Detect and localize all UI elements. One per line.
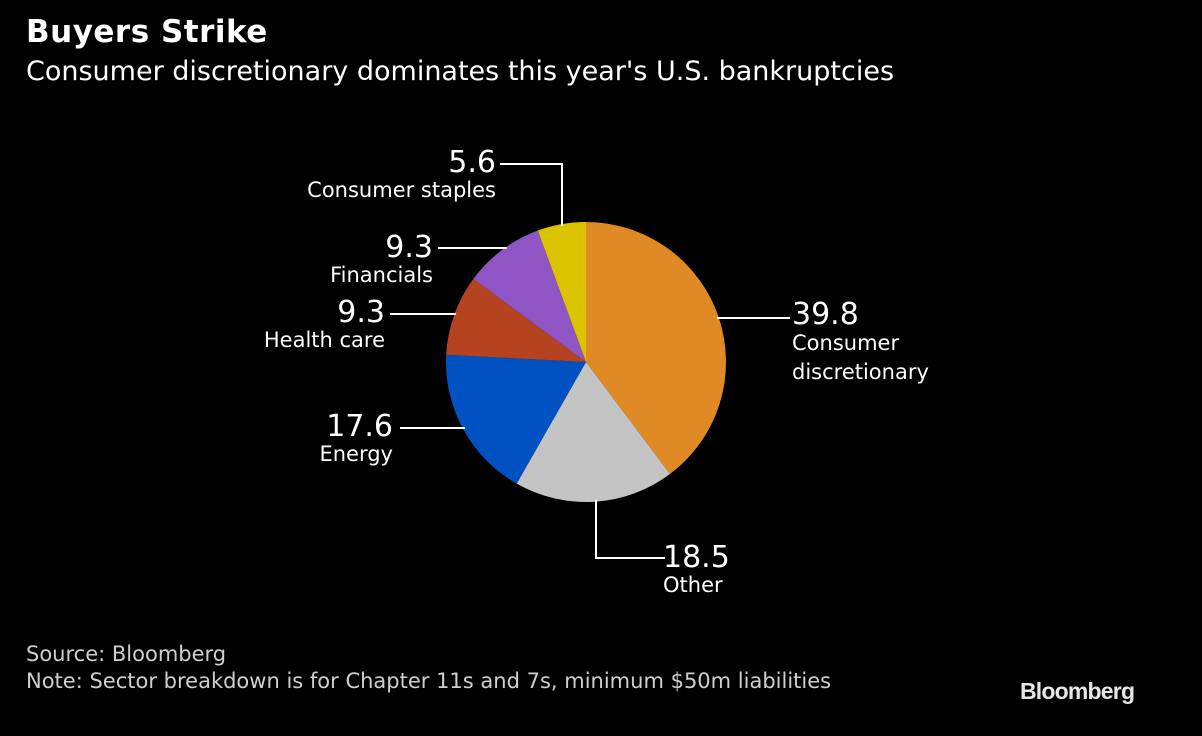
value-label-financials: 9.3 bbox=[385, 230, 433, 265]
category-label-energy: Energy bbox=[319, 442, 393, 466]
leader-line-other bbox=[595, 499, 665, 559]
category-label-health-care: Health care bbox=[264, 328, 385, 352]
leader-line-consumer-staples bbox=[500, 163, 563, 227]
value-label-consumer-staples: 5.6 bbox=[448, 145, 496, 180]
category-label-financials: Financials bbox=[330, 263, 433, 287]
category-label-consumer-discretionary: Consumer bbox=[792, 331, 899, 355]
category-label-consumer-staples: Consumer staples bbox=[307, 178, 496, 202]
chart-subtitle: Consumer discretionary dominates this ye… bbox=[26, 56, 895, 87]
category-label-other: Other bbox=[663, 573, 723, 597]
pie-slice-energy bbox=[446, 354, 586, 484]
value-label-health-care: 9.3 bbox=[337, 295, 385, 330]
pie-slice-financials bbox=[473, 230, 586, 362]
pie-slice-health-care bbox=[446, 278, 586, 362]
chart-title: Buyers Strike bbox=[26, 14, 268, 50]
value-label-other: 18.5 bbox=[663, 540, 730, 575]
pie-slice-consumer-discretionary bbox=[586, 222, 726, 475]
value-label-energy: 17.6 bbox=[326, 409, 393, 444]
value-label-consumer-discretionary: 39.8 bbox=[792, 297, 859, 332]
pie-slice-consumer-staples bbox=[537, 222, 586, 362]
footnote: Note: Sector breakdown is for Chapter 11… bbox=[26, 669, 832, 693]
bloomberg-logo: Bloomberg bbox=[1020, 678, 1135, 704]
category-label-consumer-discretionary: discretionary bbox=[792, 360, 929, 384]
pie-slice-other bbox=[516, 362, 670, 502]
source-note: Source: Bloomberg bbox=[26, 642, 227, 666]
